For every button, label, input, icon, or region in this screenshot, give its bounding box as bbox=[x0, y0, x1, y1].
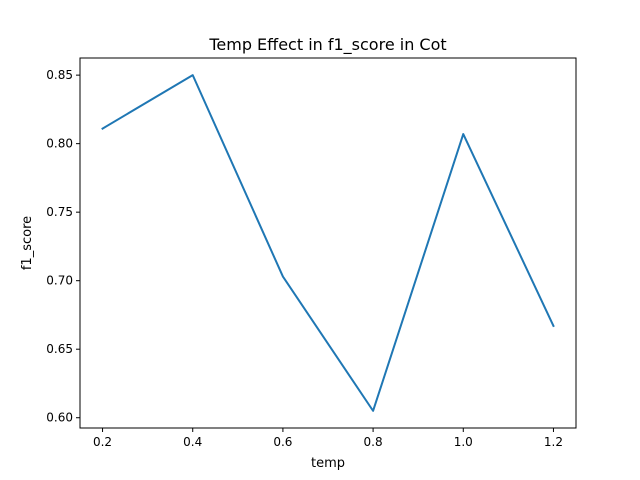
plot-frame bbox=[79, 57, 577, 429]
y-tick-label: 0.65 bbox=[46, 342, 73, 356]
y-tick-label: 0.85 bbox=[46, 68, 73, 82]
y-axis-label: f1_score bbox=[20, 216, 35, 270]
y-axis: 0.60 0.65 0.70 0.75 0.80 0.85 bbox=[46, 68, 80, 425]
y-tick-label: 0.70 bbox=[46, 274, 73, 288]
plot-area bbox=[101, 74, 555, 412]
x-tick-label: 0.8 bbox=[364, 435, 383, 449]
y-tick-label: 0.75 bbox=[46, 205, 73, 219]
y-tick-label: 0.80 bbox=[46, 137, 73, 151]
x-axis: 0.2 0.4 0.6 0.8 1.0 1.2 bbox=[93, 428, 563, 449]
x-tick-label: 0.2 bbox=[93, 435, 112, 449]
chart-title: Temp Effect in f1_score in Cot bbox=[208, 35, 446, 55]
x-tick-label: 0.6 bbox=[273, 435, 292, 449]
y-tick-label: 0.60 bbox=[46, 411, 73, 425]
series-line bbox=[101, 74, 555, 412]
x-axis-label: temp bbox=[311, 456, 345, 471]
x-tick-label: 1.2 bbox=[544, 435, 563, 449]
x-tick-label: 1.0 bbox=[454, 435, 473, 449]
x-tick-label: 0.4 bbox=[183, 435, 202, 449]
